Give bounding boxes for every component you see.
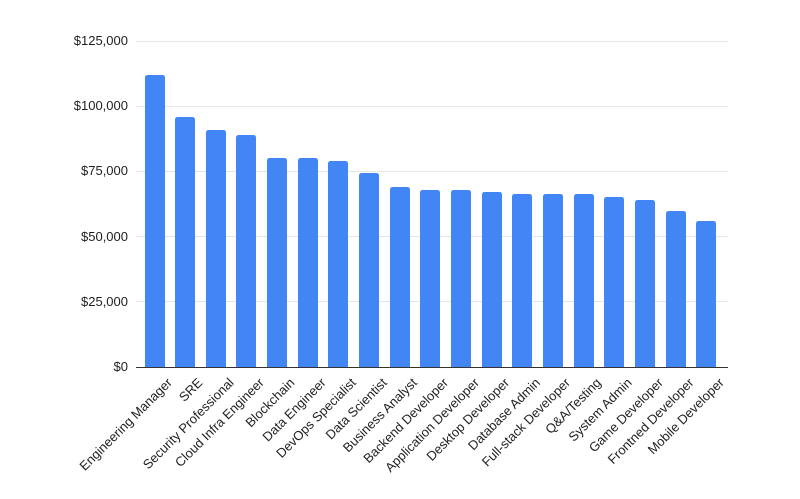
chart-bar[interactable] bbox=[542, 193, 563, 367]
y-axis-tick-label: $100,000 bbox=[73, 98, 128, 114]
chart-bar[interactable] bbox=[634, 200, 655, 367]
chart-bar[interactable] bbox=[451, 189, 471, 367]
y-axis-tick-label: $50,000 bbox=[81, 228, 128, 244]
y-axis-tick-label: $0 bbox=[113, 359, 128, 374]
chart-bar[interactable] bbox=[604, 197, 625, 367]
x-axis-baseline bbox=[136, 366, 728, 368]
chart-bar[interactable] bbox=[236, 134, 257, 367]
chart-bar[interactable] bbox=[297, 158, 318, 367]
chart-bar[interactable] bbox=[481, 192, 502, 367]
chart-bar[interactable] bbox=[205, 129, 226, 367]
gridline bbox=[136, 170, 728, 172]
chart-bar[interactable] bbox=[696, 220, 717, 367]
chart-bar[interactable] bbox=[420, 189, 441, 367]
y-axis-tick-label: $75,000 bbox=[81, 163, 128, 179]
chart-bar[interactable] bbox=[389, 187, 410, 367]
chart-bar[interactable] bbox=[512, 193, 533, 367]
chart-bar[interactable] bbox=[144, 74, 165, 367]
chart-bar[interactable] bbox=[328, 160, 349, 367]
gridline bbox=[136, 105, 728, 107]
chart-bar[interactable] bbox=[573, 193, 594, 367]
gridline bbox=[136, 40, 728, 42]
y-axis-tick-label: $25,000 bbox=[81, 293, 128, 309]
chart-bar[interactable] bbox=[359, 172, 380, 367]
chart-bar[interactable] bbox=[665, 210, 686, 367]
chart-bar[interactable] bbox=[267, 158, 288, 367]
y-axis-tick-label: $125,000 bbox=[73, 33, 128, 48]
chart-bar[interactable] bbox=[175, 116, 196, 367]
